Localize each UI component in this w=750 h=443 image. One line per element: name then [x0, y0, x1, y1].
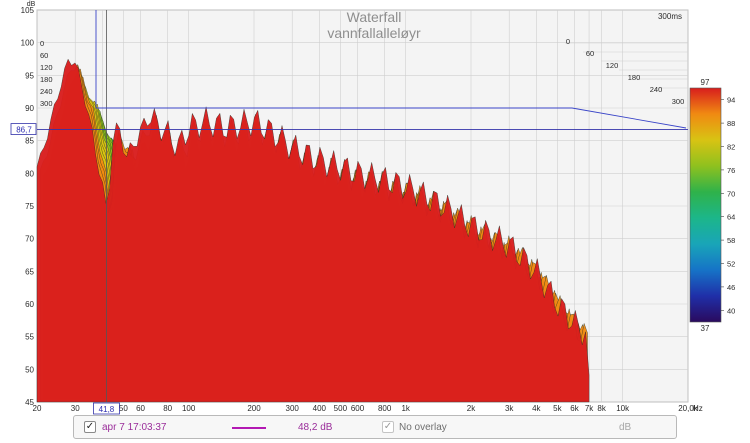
y-tick-label: 60 — [25, 300, 34, 309]
colorbar-tick-label: 64 — [727, 213, 735, 222]
x-tick-label: 7k — [585, 404, 594, 413]
y-tick-label: 50 — [25, 365, 34, 374]
time-tick-right: 120 — [606, 61, 619, 70]
time-tick-left: 120 — [40, 63, 53, 72]
colorbar-tick-label: 58 — [727, 236, 735, 245]
x-tick-label: 600 — [351, 404, 365, 413]
x-tick-label: 300 — [286, 404, 300, 413]
waterfall-slice — [36, 58, 590, 403]
x-tick-label: 3k — [505, 404, 514, 413]
chart-title: Waterfall — [347, 9, 402, 25]
colorbar — [689, 87, 722, 323]
y-tick-label: 55 — [25, 333, 34, 342]
colorbar-min: 37 — [701, 324, 710, 333]
x-tick-label: 80 — [163, 404, 172, 413]
time-tick-right: 240 — [650, 85, 663, 94]
time-ticks-right: 0 60 120 180 240 300 — [566, 37, 684, 106]
overlay-unit: dB — [619, 422, 632, 433]
colorbar-tick-label: 40 — [727, 306, 735, 315]
legend-bar: ✓ apr 7 17:03:37 48,2 dB ✓ No overlay dB — [73, 415, 677, 439]
time-range-label: 300ms — [658, 12, 682, 21]
y-axis-label: dB — [27, 1, 36, 8]
time-tick-right: 180 — [628, 73, 641, 82]
cursor-x-box — [93, 402, 120, 415]
time-tick-left: 0 — [40, 39, 44, 48]
x-tick-label: 20,0k — [678, 404, 699, 413]
overlay-label: No overlay — [399, 422, 447, 433]
time-tick-left: 60 — [40, 51, 48, 60]
colorbar-tick-label: 52 — [727, 260, 735, 269]
measurement-date: apr 7 17:03:37 — [102, 422, 167, 433]
y-tick-label: 65 — [25, 267, 34, 276]
x-tick-label: 500 — [334, 404, 348, 413]
time-tick-right: 0 — [566, 37, 570, 46]
y-tick-label: 85 — [25, 137, 34, 146]
x-tick-label: 6k — [570, 404, 579, 413]
y-tick-label: 80 — [25, 169, 34, 178]
measurement-value: 48,2 dB — [298, 422, 333, 433]
cursor-y-box — [10, 123, 37, 135]
y-tick-label: 100 — [21, 39, 35, 48]
x-tick-label: 400 — [313, 404, 327, 413]
x-tick-label: 60 — [136, 404, 145, 413]
colorbar-tick-label: 46 — [727, 283, 735, 292]
x-tick-label: 200 — [247, 404, 261, 413]
y-tick-label: 105 — [21, 6, 35, 15]
colorbar-tick-label: 70 — [727, 189, 735, 198]
x-tick-label: 30 — [71, 404, 80, 413]
colorbar-tick-label: 88 — [727, 119, 735, 128]
x-tick-label: 20 — [33, 404, 42, 413]
y-tick-label: 90 — [25, 104, 34, 113]
time-tick-right: 300 — [672, 97, 685, 106]
time-ticks-left: 0 60 120 180 240 300 — [40, 39, 53, 108]
cursor-x-readout: 41,8 — [99, 405, 115, 414]
time-tick-left: 240 — [40, 87, 53, 96]
x-tick-label: 4k — [532, 404, 541, 413]
x-unit-label: Hz — [693, 404, 703, 413]
y-tick-label: 70 — [25, 235, 34, 244]
time-tick-right: 60 — [586, 49, 594, 58]
y-tick-label: 45 — [25, 398, 34, 407]
waterfall-slices — [36, 58, 590, 403]
measurement-checkbox[interactable]: ✓ — [84, 421, 96, 433]
chart-subtitle: vannfallalleløyr — [327, 25, 421, 41]
colorbar-max: 97 — [701, 78, 710, 87]
x-tick-label: 10k — [616, 404, 630, 413]
x-tick-label: 1k — [401, 404, 410, 413]
y-tick-label: 95 — [25, 71, 34, 80]
measurement-line-swatch — [232, 427, 266, 429]
overlay-checkbox[interactable]: ✓ — [382, 421, 394, 433]
x-tick-label: 100 — [182, 404, 196, 413]
cursor-y-readout: 86,7 — [16, 126, 32, 135]
ref-line-h — [96, 107, 687, 129]
x-tick-label: 800 — [378, 404, 392, 413]
colorbar-tick-label: 94 — [727, 96, 735, 105]
time-tick-left: 300 — [40, 99, 53, 108]
colorbar-tick-label: 76 — [727, 166, 735, 175]
x-tick-label: 5k — [553, 404, 562, 413]
x-tick-label: 8k — [597, 404, 606, 413]
colorbar-tick-label: 82 — [727, 143, 735, 152]
x-tick-label: 50 — [119, 404, 128, 413]
y-tick-label: 75 — [25, 202, 34, 211]
time-tick-left: 180 — [40, 75, 53, 84]
x-tick-label: 2k — [467, 404, 476, 413]
